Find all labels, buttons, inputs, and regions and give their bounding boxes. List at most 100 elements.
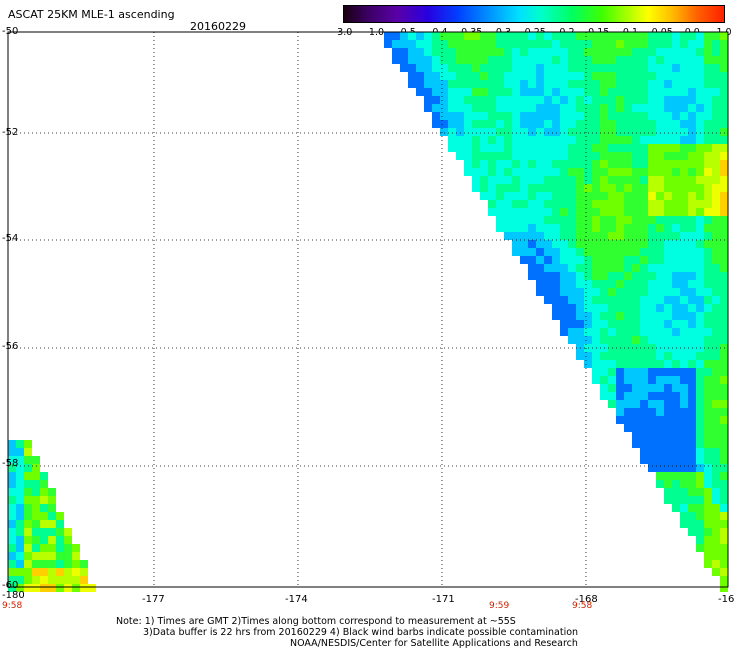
swath-cell — [704, 32, 712, 40]
swath-cell — [704, 160, 712, 168]
swath-cell — [576, 312, 584, 320]
swath-cell — [488, 136, 496, 144]
swath-cell — [584, 256, 592, 264]
swath-cell — [640, 272, 648, 280]
swath-cell — [632, 304, 640, 312]
swath-cell — [608, 392, 616, 400]
swath-cell — [552, 192, 560, 200]
swath-cell — [528, 200, 536, 208]
swath-cell — [608, 296, 616, 304]
swath-cell — [704, 96, 712, 104]
swath-cell — [648, 384, 656, 392]
swath-cell — [680, 152, 688, 160]
swath-cell — [440, 112, 448, 120]
swath-cell — [480, 96, 488, 104]
swath-cell — [720, 440, 728, 448]
swath-cell — [560, 208, 568, 216]
swath-cell — [656, 96, 664, 104]
swath-cell — [656, 72, 664, 80]
swath-cell — [8, 472, 16, 480]
swath-cell — [424, 88, 432, 96]
swath-cell — [576, 160, 584, 168]
swath-cell — [504, 104, 512, 112]
swath-cell — [664, 288, 672, 296]
swath-cell — [672, 152, 680, 160]
swath-cell — [720, 280, 728, 288]
swath-cell — [416, 80, 424, 88]
swath-cell — [680, 224, 688, 232]
swath-cell — [600, 64, 608, 72]
swath-cell — [488, 184, 496, 192]
swath-cell — [640, 288, 648, 296]
swath-cell — [632, 376, 640, 384]
swath-cell — [576, 328, 584, 336]
swath-cell — [464, 152, 472, 160]
swath-cell — [648, 256, 656, 264]
swath-cell — [560, 144, 568, 152]
swath-cell — [664, 192, 672, 200]
swath-cell — [408, 48, 416, 56]
swath-cell — [688, 360, 696, 368]
swath-cell — [520, 80, 528, 88]
swath-cell — [648, 264, 656, 272]
swath-cell — [528, 112, 536, 120]
swath-cell — [664, 240, 672, 248]
swath-cell — [592, 72, 600, 80]
swath-cell — [520, 88, 528, 96]
swath-cell — [400, 48, 408, 56]
swath-cell — [608, 104, 616, 112]
swath-cell — [472, 176, 480, 184]
swath-cell — [712, 384, 720, 392]
swath-cell — [680, 184, 688, 192]
swath-cell — [24, 528, 32, 536]
swath-cell — [656, 208, 664, 216]
swath-cell — [520, 216, 528, 224]
swath-cell — [584, 248, 592, 256]
swath-cell — [672, 472, 680, 480]
swath-cell — [648, 248, 656, 256]
swath-cell — [552, 48, 560, 56]
swath-cell — [512, 48, 520, 56]
swath-cell — [624, 272, 632, 280]
swath-cell — [640, 328, 648, 336]
swath-cell — [72, 584, 80, 592]
swath-cell — [464, 56, 472, 64]
swath-cell — [560, 56, 568, 64]
swath-cell — [560, 264, 568, 272]
swath-cell — [672, 88, 680, 96]
swath-cell — [704, 104, 712, 112]
swath-cell — [560, 192, 568, 200]
swath-cell — [672, 488, 680, 496]
swath-cell — [544, 160, 552, 168]
swath-cell — [592, 88, 600, 96]
swath-cell — [632, 112, 640, 120]
swath-cell — [648, 184, 656, 192]
swath-cell — [456, 120, 464, 128]
swath-cell — [672, 336, 680, 344]
swath-cell — [72, 544, 80, 552]
swath-cell — [552, 264, 560, 272]
swath-cell — [24, 544, 32, 552]
swath-cell — [720, 528, 728, 536]
swath-cell — [608, 208, 616, 216]
swath-cell — [536, 88, 544, 96]
swath-cell — [536, 40, 544, 48]
swath-cell — [616, 352, 624, 360]
swath-cell — [504, 48, 512, 56]
swath-cell — [592, 288, 600, 296]
swath-cell — [520, 144, 528, 152]
swath-cell — [624, 176, 632, 184]
swath-cell — [56, 552, 64, 560]
swath-cell — [616, 256, 624, 264]
swath-cell — [720, 328, 728, 336]
swath-cell — [656, 384, 664, 392]
swath-cell — [552, 312, 560, 320]
swath-cell — [560, 328, 568, 336]
swath-cell — [672, 264, 680, 272]
swath-cell — [528, 64, 536, 72]
swath-cell — [656, 192, 664, 200]
swath-cell — [480, 176, 488, 184]
swath-cell — [688, 80, 696, 88]
swath-cell — [456, 112, 464, 120]
swath-cell — [680, 312, 688, 320]
